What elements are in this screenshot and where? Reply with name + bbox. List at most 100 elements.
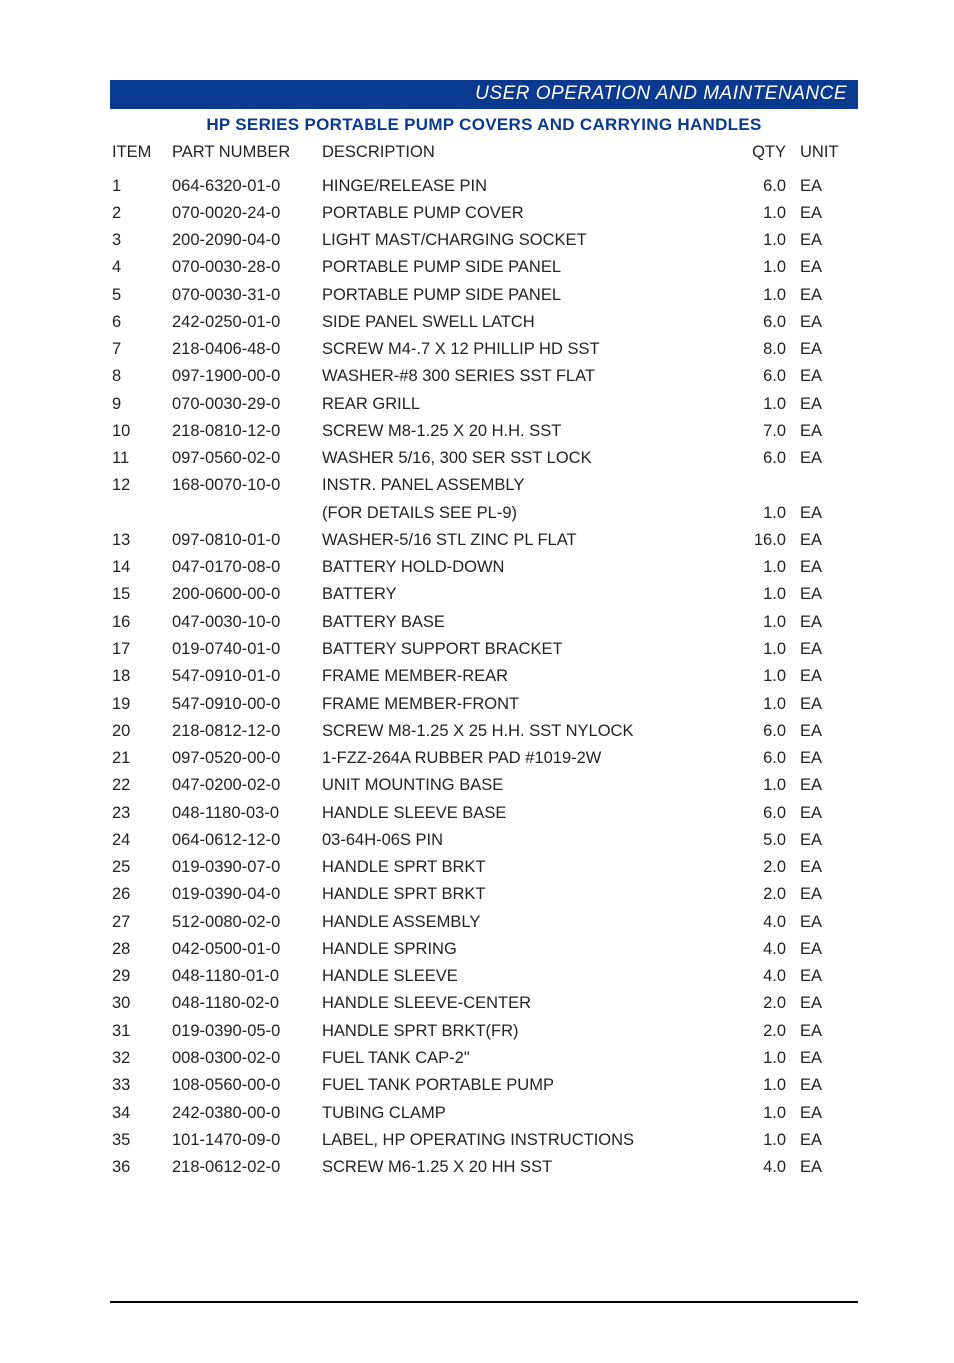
table-row: 16047-0030-10-0BATTERY BASE1.0EA	[110, 608, 858, 635]
cell-qty	[728, 472, 798, 499]
parts-table: ITEM PART NUMBER DESCRIPTION QTY UNIT 10…	[110, 139, 858, 1181]
cell-item: 7	[110, 336, 170, 363]
table-row: 20218-0812-12-0SCREW M8-1.25 X 25 H.H. S…	[110, 717, 858, 744]
cell-qty: 4.0	[728, 1154, 798, 1181]
cell-qty: 1.0	[728, 1126, 798, 1153]
table-row: 4070-0030-28-0PORTABLE PUMP SIDE PANEL1.…	[110, 254, 858, 281]
table-row: 18547-0910-01-0FRAME MEMBER-REAR1.0EA	[110, 663, 858, 690]
cell-item: 9	[110, 390, 170, 417]
cell-unit: EA	[798, 1045, 858, 1072]
table-row: 32008-0300-02-0FUEL TANK CAP-2"1.0EA	[110, 1045, 858, 1072]
table-row: 8097-1900-00-0WASHER-#8 300 SERIES SST F…	[110, 363, 858, 390]
col-header-part: PART NUMBER	[170, 139, 320, 172]
cell-qty: 6.0	[728, 172, 798, 199]
cell-description: PORTABLE PUMP SIDE PANEL	[320, 281, 728, 308]
table-row: 33108-0560-00-0FUEL TANK PORTABLE PUMP1.…	[110, 1072, 858, 1099]
cell-unit: EA	[798, 963, 858, 990]
table-row: 3200-2090-04-0LIGHT MAST/CHARGING SOCKET…	[110, 227, 858, 254]
cell-qty: 1.0	[728, 608, 798, 635]
cell-part-number: 242-0250-01-0	[170, 308, 320, 335]
table-row: 23048-1180-03-0HANDLE SLEEVE BASE6.0EA	[110, 799, 858, 826]
cell-description: HINGE/RELEASE PIN	[320, 172, 728, 199]
cell-item: 35	[110, 1126, 170, 1153]
cell-unit: EA	[798, 1017, 858, 1044]
table-row: 12168-0070-10-0INSTR. PANEL ASSEMBLY	[110, 472, 858, 499]
cell-item: 16	[110, 608, 170, 635]
cell-unit: EA	[798, 799, 858, 826]
cell-unit: EA	[798, 254, 858, 281]
cell-description: WASHER-5/16 STL ZINC PL FLAT	[320, 526, 728, 553]
table-row: 35101-1470-09-0LABEL, HP OPERATING INSTR…	[110, 1126, 858, 1153]
cell-item: 36	[110, 1154, 170, 1181]
cell-part-number: 019-0390-05-0	[170, 1017, 320, 1044]
cell-item: 34	[110, 1099, 170, 1126]
cell-qty: 2.0	[728, 990, 798, 1017]
cell-description: LIGHT MAST/CHARGING SOCKET	[320, 227, 728, 254]
table-row: 5070-0030-31-0PORTABLE PUMP SIDE PANEL1.…	[110, 281, 858, 308]
cell-qty: 7.0	[728, 417, 798, 444]
cell-qty: 16.0	[728, 526, 798, 553]
cell-part-number: 200-2090-04-0	[170, 227, 320, 254]
cell-unit: EA	[798, 636, 858, 663]
cell-part-number: 242-0380-00-0	[170, 1099, 320, 1126]
table-row: 19547-0910-00-0FRAME MEMBER-FRONT1.0EA	[110, 690, 858, 717]
cell-qty: 1.0	[728, 199, 798, 226]
table-row: 24064-0612-12-003-64H-06S PIN5.0EA	[110, 826, 858, 853]
table-row: 13097-0810-01-0WASHER-5/16 STL ZINC PL F…	[110, 526, 858, 553]
col-header-qty: QTY	[728, 139, 798, 172]
cell-qty: 1.0	[728, 499, 798, 526]
cell-part-number: 019-0390-07-0	[170, 854, 320, 881]
cell-part-number: 218-0810-12-0	[170, 417, 320, 444]
cell-item: 31	[110, 1017, 170, 1044]
cell-qty: 2.0	[728, 1017, 798, 1044]
cell-qty: 1.0	[728, 636, 798, 663]
col-header-desc: DESCRIPTION	[320, 139, 728, 172]
cell-qty: 1.0	[728, 663, 798, 690]
cell-unit: EA	[798, 663, 858, 690]
cell-description: SCREW M8-1.25 X 20 H.H. SST	[320, 417, 728, 444]
cell-qty: 1.0	[728, 1072, 798, 1099]
cell-qty: 1.0	[728, 772, 798, 799]
cell-part-number: 218-0406-48-0	[170, 336, 320, 363]
cell-item: 12	[110, 472, 170, 527]
cell-qty: 4.0	[728, 963, 798, 990]
cell-description: 03-64H-06S PIN	[320, 826, 728, 853]
cell-part-number: 064-6320-01-0	[170, 172, 320, 199]
cell-unit	[798, 472, 858, 499]
cell-part-number: 008-0300-02-0	[170, 1045, 320, 1072]
cell-description: HANDLE SLEEVE BASE	[320, 799, 728, 826]
cell-item: 5	[110, 281, 170, 308]
cell-item: 23	[110, 799, 170, 826]
cell-description: BATTERY HOLD-DOWN	[320, 554, 728, 581]
cell-description: HANDLE SPRING	[320, 935, 728, 962]
cell-unit: EA	[798, 1099, 858, 1126]
cell-part-number: 019-0390-04-0	[170, 881, 320, 908]
cell-description: SIDE PANEL SWELL LATCH	[320, 308, 728, 335]
cell-qty: 4.0	[728, 908, 798, 935]
cell-part-number: 047-0170-08-0	[170, 554, 320, 581]
cell-description: HANDLE SPRT BRKT	[320, 881, 728, 908]
cell-description: HANDLE SLEEVE-CENTER	[320, 990, 728, 1017]
table-row: 27512-0080-02-0HANDLE ASSEMBLY4.0EA	[110, 908, 858, 935]
table-row: 22047-0200-02-0UNIT MOUNTING BASE1.0EA	[110, 772, 858, 799]
cell-part-number: 512-0080-02-0	[170, 908, 320, 935]
cell-item: 13	[110, 526, 170, 553]
cell-part-number: 547-0910-01-0	[170, 663, 320, 690]
cell-unit: EA	[798, 608, 858, 635]
cell-qty: 1.0	[728, 690, 798, 717]
cell-unit: EA	[798, 308, 858, 335]
cell-description: BATTERY BASE	[320, 608, 728, 635]
cell-part-number: 070-0020-24-0	[170, 199, 320, 226]
cell-unit: EA	[798, 417, 858, 444]
cell-unit: EA	[798, 690, 858, 717]
table-row: 31019-0390-05-0HANDLE SPRT BRKT(FR)2.0EA	[110, 1017, 858, 1044]
cell-description: UNIT MOUNTING BASE	[320, 772, 728, 799]
cell-qty: 1.0	[728, 1099, 798, 1126]
cell-qty: 6.0	[728, 363, 798, 390]
cell-description-continued: (FOR DETAILS SEE PL-9)	[320, 499, 728, 526]
cell-description: HANDLE SLEEVE	[320, 963, 728, 990]
cell-qty: 1.0	[728, 581, 798, 608]
table-row: 6242-0250-01-0SIDE PANEL SWELL LATCH6.0E…	[110, 308, 858, 335]
cell-part-number: 070-0030-31-0	[170, 281, 320, 308]
cell-part-number: 101-1470-09-0	[170, 1126, 320, 1153]
